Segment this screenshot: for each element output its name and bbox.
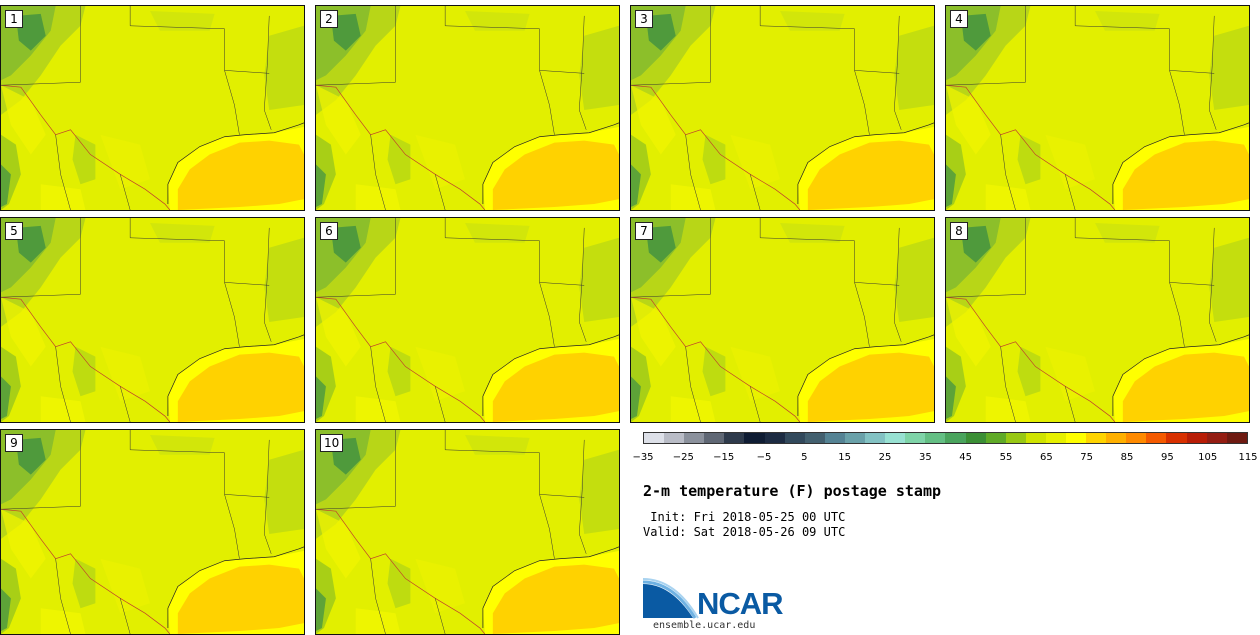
postage-stamp-map: 5 xyxy=(0,217,305,423)
colorbar-tick-label: −35 xyxy=(632,452,654,463)
member-number-label: 10 xyxy=(320,434,344,452)
colorbar-segment xyxy=(965,433,986,443)
postage-stamp-map: 4 xyxy=(945,5,1250,211)
colorbar-segment xyxy=(824,433,845,443)
site-url[interactable]: ensemble.ucar.edu xyxy=(653,620,756,631)
member-number-label: 2 xyxy=(320,10,338,28)
colorbar-segment xyxy=(704,433,725,443)
colorbar-segment xyxy=(724,433,745,443)
chart-title: 2-m temperature (F) postage stamp xyxy=(643,482,942,500)
valid-time: Valid: Sat 2018-05-26 09 UTC xyxy=(643,525,846,539)
colorbar-segment xyxy=(804,433,825,443)
postage-stamp-map: 9 xyxy=(0,429,305,635)
colorbar-segment xyxy=(1126,433,1147,443)
member-number-label: 6 xyxy=(320,222,338,240)
colorbar-segment xyxy=(865,433,886,443)
colorbar-segment xyxy=(744,433,765,443)
colorbar-segment xyxy=(885,433,906,443)
init-time: Init: Fri 2018-05-25 00 UTC xyxy=(643,510,846,524)
colorbar-segment xyxy=(1045,433,1066,443)
member-number-label: 8 xyxy=(950,222,968,240)
colorbar-segment xyxy=(664,433,685,443)
colorbar-tick-label: 35 xyxy=(918,452,932,463)
colorbar-segment xyxy=(764,433,785,443)
ncar-logo-text: NCAR xyxy=(697,586,784,621)
member-number-label: 3 xyxy=(635,10,653,28)
colorbar-segment xyxy=(925,433,946,443)
colorbar-segment xyxy=(784,433,805,443)
colorbar-tick-label: −15 xyxy=(713,452,735,463)
member-number-label: 5 xyxy=(5,222,23,240)
colorbar-segment xyxy=(1146,433,1167,443)
colorbar-segment xyxy=(945,433,966,443)
colorbar-segment xyxy=(1186,433,1207,443)
postage-stamp-map: 3 xyxy=(630,5,935,211)
colorbar-segment xyxy=(1226,433,1247,443)
postage-stamp-map: 2 xyxy=(315,5,620,211)
colorbar-tick-label: 5 xyxy=(801,452,808,463)
colorbar-tick-label: 55 xyxy=(999,452,1013,463)
colorbar-tick-label: 15 xyxy=(838,452,852,463)
member-number-label: 7 xyxy=(635,222,653,240)
colorbar-segment xyxy=(1106,433,1127,443)
colorbar-segment xyxy=(985,433,1006,443)
colorbar-segment xyxy=(1086,433,1107,443)
member-number-label: 1 xyxy=(5,10,23,28)
member-number-label: 9 xyxy=(5,434,23,452)
colorbar-tick-label: 65 xyxy=(1039,452,1053,463)
colorbar-tick-label: −5 xyxy=(756,452,772,463)
colorbar-segment xyxy=(1166,433,1187,443)
colorbar-tick-label: 95 xyxy=(1160,452,1174,463)
postage-stamp-map: 6 xyxy=(315,217,620,423)
colorbar-tick-labels: −35 −25 −15 −5 5 15 25 35 45 55 65 75 85 95 105 115 xyxy=(632,452,1257,466)
postage-stamp-map: 1 xyxy=(0,5,305,211)
colorbar-tick-label: −25 xyxy=(672,452,694,463)
colorbar-tick-label: 85 xyxy=(1120,452,1134,463)
colorbar-segment xyxy=(844,433,866,443)
member-number-label: 4 xyxy=(950,10,968,28)
ncar-logo-icon xyxy=(643,578,699,619)
colorbar-segment xyxy=(1206,433,1227,443)
colorbar-segment xyxy=(1005,433,1026,443)
colorbar-tick-label: 25 xyxy=(878,452,892,463)
colorbar-tick-label: 105 xyxy=(1198,452,1218,463)
colorbar-tick-label: 75 xyxy=(1080,452,1094,463)
colorbar-tick-label: 115 xyxy=(1238,452,1258,463)
colorbar-tick-label: 45 xyxy=(959,452,973,463)
temperature-colorbar xyxy=(643,432,1248,444)
postage-stamp-map: 10 xyxy=(315,429,620,635)
colorbar-segment xyxy=(644,433,665,443)
colorbar-segment xyxy=(1025,433,1046,443)
postage-stamp-map: 8 xyxy=(945,217,1250,423)
colorbar-segment xyxy=(684,433,705,443)
postage-stamp-map: 7 xyxy=(630,217,935,423)
colorbar-segment xyxy=(1065,433,1087,443)
colorbar-segment xyxy=(905,433,926,443)
